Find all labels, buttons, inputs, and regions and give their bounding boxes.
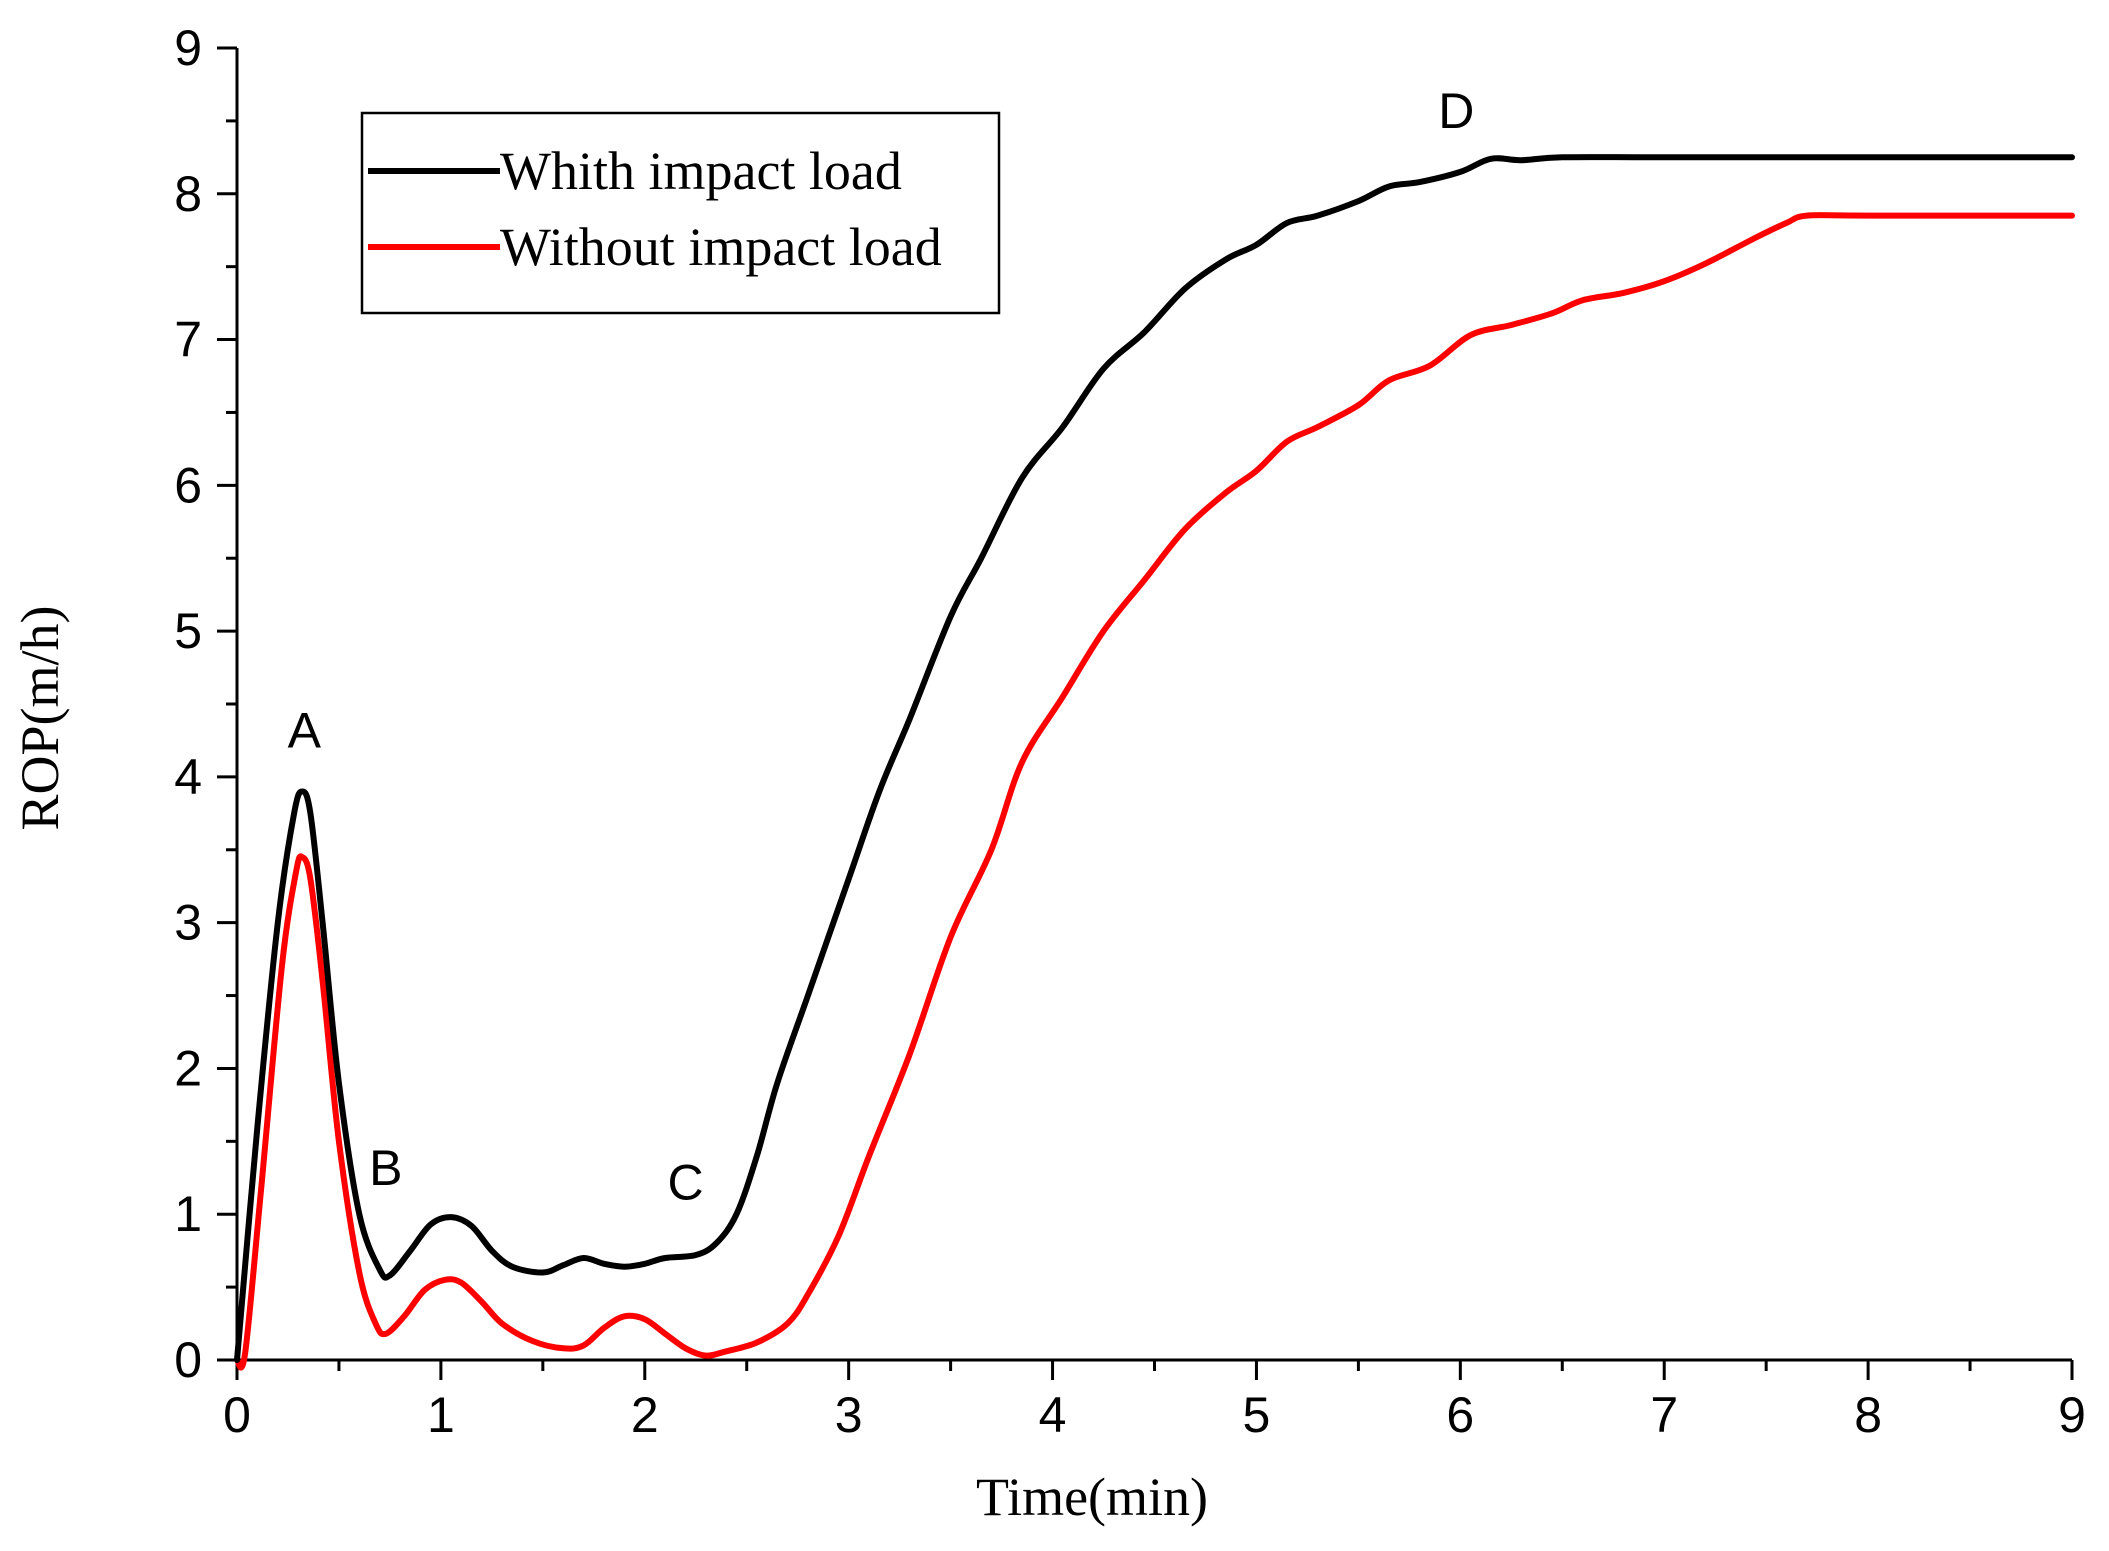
- y-tick-label: 8: [174, 166, 202, 222]
- y-tick-label: 6: [174, 457, 202, 513]
- series-layer: [234, 154, 2075, 1371]
- x-tick-label: 4: [1039, 1387, 1067, 1443]
- series-line-without-impact-load: [234, 212, 2075, 1371]
- y-tick-label: 4: [174, 749, 202, 805]
- series-line-whith-impact-load: [234, 154, 2075, 1363]
- x-tick-label: 8: [1854, 1387, 1882, 1443]
- x-tick-label: 9: [2058, 1387, 2086, 1443]
- annotations-layer: A B C D: [288, 83, 1475, 1210]
- y-tick-label: 7: [174, 312, 202, 368]
- x-tick-label: 1: [427, 1387, 455, 1443]
- y-tick-label: 2: [174, 1040, 202, 1096]
- y-tick-label: 0: [174, 1332, 202, 1388]
- x-tick-label: 5: [1243, 1387, 1271, 1443]
- x-tick-label: 0: [223, 1387, 251, 1443]
- legend: Whith impact load Without impact load: [360, 111, 1001, 315]
- legend-label-whith-impact-load: Whith impact load: [500, 141, 902, 201]
- x-tick-label: 6: [1446, 1387, 1474, 1443]
- annotation-d: D: [1438, 83, 1474, 139]
- y-tick-label: 1: [174, 1186, 202, 1242]
- legend-label-without-impact-load: Without impact load: [500, 217, 942, 277]
- annotation-b: B: [369, 1140, 402, 1196]
- y-axis-label: ROP(m/h): [10, 605, 70, 830]
- x-tick-label: 2: [631, 1387, 659, 1443]
- annotation-c: C: [668, 1155, 704, 1211]
- x-tick-label: 3: [835, 1387, 863, 1443]
- y-tick-label: 5: [174, 603, 202, 659]
- y-tick-label: 9: [174, 20, 202, 76]
- legend-box: [360, 111, 1001, 315]
- y-tick-label: 3: [174, 895, 202, 951]
- x-axis-label: Time(min): [976, 1467, 1208, 1527]
- annotation-a: A: [288, 703, 322, 759]
- x-tick-label: 7: [1650, 1387, 1678, 1443]
- axes: 0 1 2 3 4 5 6 7 8 9 0 1 2 3 4 5 6 7 8 9: [174, 20, 2086, 1443]
